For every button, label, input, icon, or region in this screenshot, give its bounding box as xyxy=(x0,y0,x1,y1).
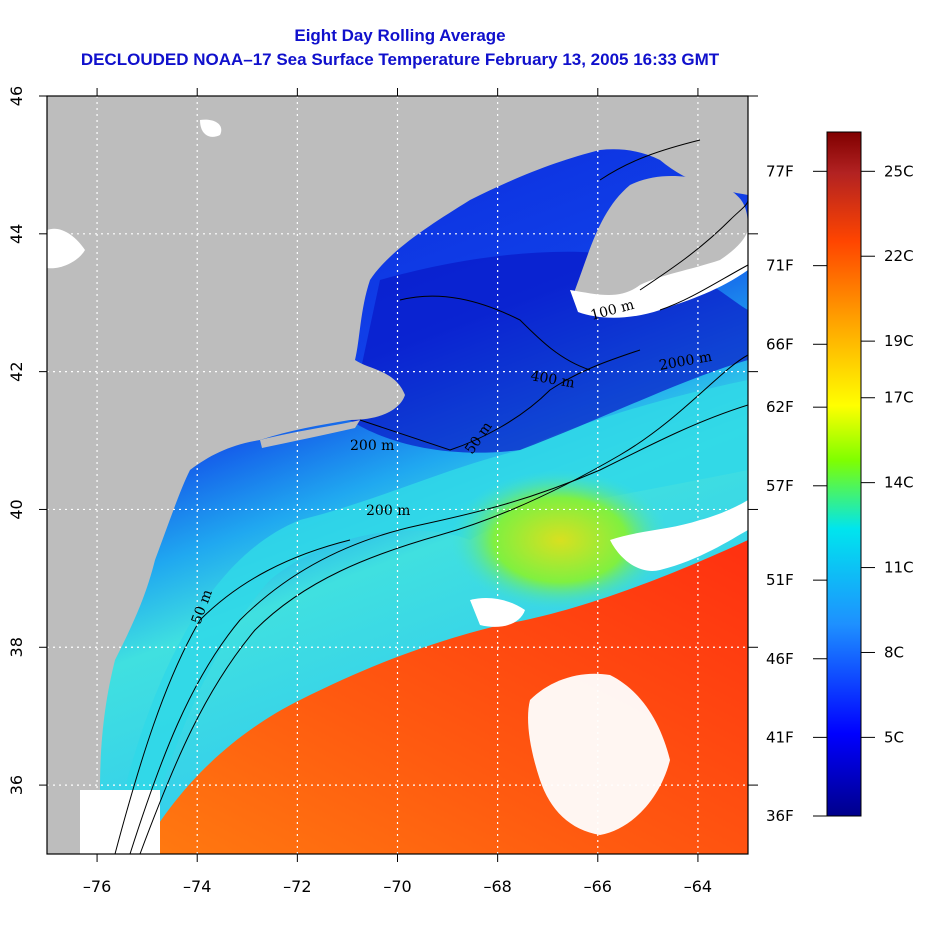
lon-tick-label: –66 xyxy=(584,877,612,896)
lake-patch xyxy=(200,119,222,137)
lon-tick-label: –74 xyxy=(183,877,211,896)
colorbar-f-label: 77F xyxy=(766,162,794,180)
long-island-land xyxy=(260,420,360,448)
colorbar-f-label: 41F xyxy=(766,728,794,746)
longitude-axis: –76 –74 –72 –70 –68 –66 –64 xyxy=(83,88,712,896)
colorbar-c-label: 25C xyxy=(884,162,914,180)
colorbar-f-label: 66F xyxy=(766,335,794,353)
lat-tick-label: 36 xyxy=(7,775,26,795)
colorbar-f-label: 46F xyxy=(766,650,794,668)
colorbar-c-label: 5C xyxy=(884,728,904,746)
contour-50m xyxy=(114,539,351,854)
colorbar-f-label: 51F xyxy=(766,571,794,589)
colorbar-c-label: 11C xyxy=(884,559,914,577)
cloud-patch-southeast xyxy=(528,673,670,835)
colorbar-c-label: 22C xyxy=(884,247,914,265)
title-line-1: Eight Day Rolling Average xyxy=(294,26,506,45)
colorbar-c-label: 8C xyxy=(884,643,904,661)
colorbar-c-label: 19C xyxy=(884,332,914,350)
title-line-2: DECLOUDED NOAA–17 Sea Surface Temperatur… xyxy=(80,50,720,69)
contour-shelf xyxy=(359,349,641,451)
lon-tick-label: –64 xyxy=(684,877,712,896)
contour-nova-scotia xyxy=(599,139,748,311)
north-american-land xyxy=(47,96,748,854)
colorbar-f-label: 36F xyxy=(766,807,794,825)
lat-tick-label: 40 xyxy=(7,499,26,519)
lon-tick-label: –70 xyxy=(383,877,411,896)
cloud-patch-east xyxy=(610,500,748,571)
right-axis-ticks xyxy=(748,95,758,786)
colorbar-c-label: 17C xyxy=(884,389,914,407)
lat-tick-label: 38 xyxy=(7,637,26,657)
lat-tick-label: 44 xyxy=(7,224,26,244)
colorbar-f-label: 62F xyxy=(766,398,794,416)
colorbar-fahrenheit-labels: 77F 71F 66F 62F 57F 51F 46F 41F 36F xyxy=(766,162,827,825)
lat-tick-label: 46 xyxy=(7,86,26,106)
cloud-patch-west xyxy=(47,228,85,269)
colorbar-f-label: 57F xyxy=(766,477,794,495)
bathymetry-contours xyxy=(114,139,748,854)
cloud-patch-cape-hatteras xyxy=(80,790,160,854)
contour-label-400m: 400 m xyxy=(529,368,576,391)
contour-label-200m: 200 m xyxy=(366,503,410,519)
lon-tick-label: –76 xyxy=(83,877,111,896)
warm-eddy xyxy=(450,470,670,610)
contour-200m xyxy=(129,404,748,854)
lon-tick-label: –68 xyxy=(483,877,511,896)
contour-2000m xyxy=(139,354,748,854)
colorbar-f-label: 71F xyxy=(766,257,794,275)
lat-tick-label: 42 xyxy=(7,361,26,381)
graticule xyxy=(47,96,748,854)
cloud-patch-nova-scotia xyxy=(570,230,748,318)
nova-scotia-land xyxy=(575,175,748,315)
colorbar-c-label: 14C xyxy=(884,474,914,492)
sst-map xyxy=(47,96,748,854)
contour-gulf-of-maine xyxy=(399,295,591,371)
latitude-axis: 36 38 40 42 44 46 xyxy=(7,86,47,795)
lon-tick-label: –72 xyxy=(283,877,311,896)
colorbar-celsius-labels: 25C 22C 19C 17C 14C 11C 8C 5C xyxy=(861,162,914,746)
contour-label-200m-north: 200 m xyxy=(350,438,394,454)
colorbar xyxy=(826,131,862,817)
